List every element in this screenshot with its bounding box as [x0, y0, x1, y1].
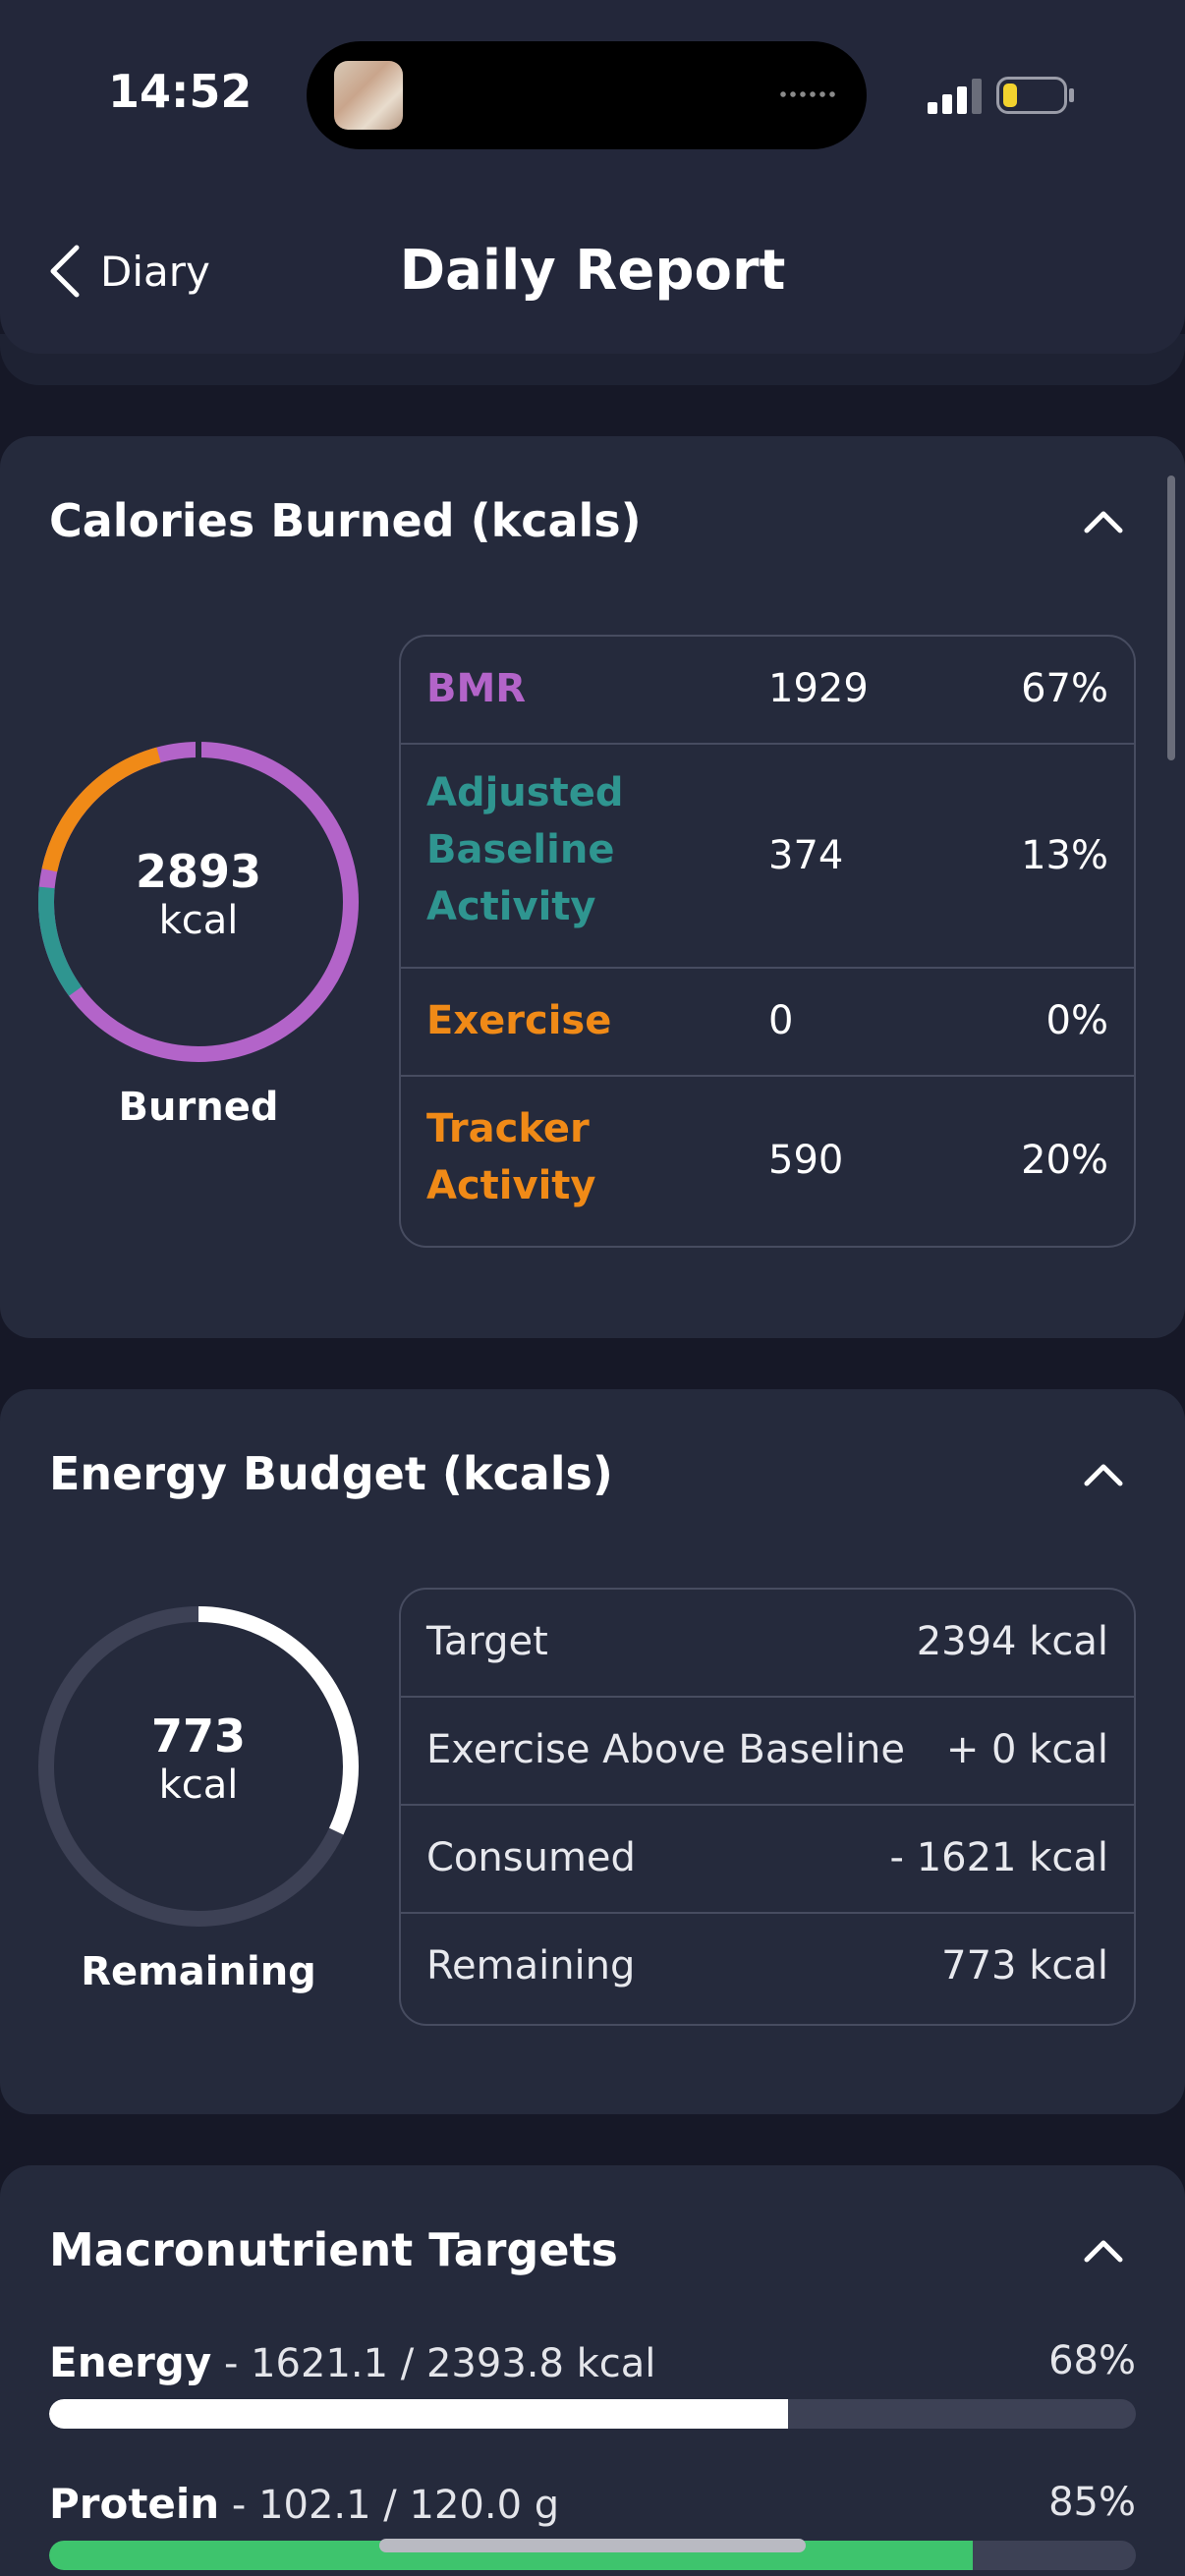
burned-donut — [37, 742, 359, 1063]
dynamic-island[interactable] — [307, 41, 867, 149]
home-indicator[interactable] — [379, 2539, 806, 2552]
energy-macro-name: Energy — [49, 2338, 212, 2386]
battery-nub — [1069, 88, 1074, 102]
target-amount: 2394 kcal — [916, 1619, 1108, 1664]
tracker-value: 590 — [768, 1138, 844, 1183]
table-row: Exercise 0 0% — [401, 969, 1134, 1077]
energy-budget-card: Energy Budget (kcals) 773 kcal Remaining… — [0, 1389, 1185, 2114]
remaining-amount: 773 kcal — [941, 1943, 1108, 1988]
exercise-label: Exercise — [426, 998, 612, 1043]
macronutrient-card: Macronutrient Targets Energy - 1621.1 / … — [0, 2165, 1185, 2576]
energy-progress-bar — [49, 2399, 1136, 2429]
consumed-label: Consumed — [426, 1835, 636, 1880]
protein-macro-name: Protein — [49, 2480, 220, 2528]
exercise-value: 0 — [768, 998, 794, 1043]
chevron-left-icon — [50, 245, 80, 298]
consumed-amount: - 1621 kcal — [889, 1835, 1108, 1880]
protein-macro-percent: 85% — [1048, 2480, 1136, 2525]
battery-icon — [996, 77, 1067, 114]
chevron-up-icon[interactable] — [1081, 2236, 1126, 2266]
energy-macro-line: Energy - 1621.1 / 2393.8 kcal 68% — [49, 2338, 1136, 2397]
table-row: BMR 1929 67% — [401, 637, 1134, 745]
exercise-baseline-label: Exercise Above Baseline — [426, 1727, 905, 1772]
remaining-caption: Remaining — [81, 1949, 316, 1994]
burned-ring: 2893 kcal Burned — [33, 737, 364, 1169]
back-label: Diary — [100, 247, 210, 296]
protein-macro-detail: - 102.1 / 120.0 g — [219, 2483, 560, 2528]
table-row: Exercise Above Baseline + 0 kcal — [401, 1698, 1134, 1806]
exercise-baseline-amount: + 0 kcal — [945, 1727, 1108, 1772]
chevron-up-icon[interactable] — [1081, 507, 1126, 536]
remaining-ring-center: 773 kcal — [33, 1709, 364, 1808]
table-row: Adjusted Baseline Activity 374 13% — [401, 745, 1134, 969]
remaining-donut — [38, 1606, 359, 1927]
header: 14:52 Diary Daily Report — [0, 0, 1185, 354]
calories-burned-card: Calories Burned (kcals) 2893 kcal Burned… — [0, 436, 1185, 1338]
status-time: 14:52 — [108, 65, 253, 118]
calories-burned-title: Calories Burned (kcals) — [49, 494, 642, 547]
tracker-label: Tracker Activity — [426, 1106, 596, 1208]
bmr-label: BMR — [426, 666, 527, 711]
table-row: Tracker Activity 590 20% — [401, 1077, 1134, 1246]
media-thumbnail[interactable] — [334, 61, 403, 130]
energy-macro-percent: 68% — [1048, 2338, 1136, 2383]
baseline-label: Adjusted Baseline Activity — [426, 770, 624, 929]
remaining-label: Remaining — [426, 1943, 636, 1988]
target-label: Target — [426, 1619, 548, 1664]
bmr-percent: 67% — [1021, 666, 1108, 711]
energy-macro-detail: - 1621.1 / 2393.8 kcal — [211, 2341, 656, 2386]
baseline-value: 374 — [768, 833, 844, 878]
tracker-percent: 20% — [1021, 1138, 1108, 1183]
audio-waveform-icon — [778, 90, 837, 98]
exercise-percent: 0% — [1045, 998, 1108, 1043]
signal-icon — [928, 77, 983, 114]
bmr-value: 1929 — [768, 666, 869, 711]
baseline-percent: 13% — [1021, 833, 1108, 878]
burned-caption: Burned — [118, 1085, 279, 1130]
remaining-unit: kcal — [158, 1763, 239, 1808]
protein-macro-line: Protein - 102.1 / 120.0 g 85% — [49, 2480, 1136, 2539]
table-row: Target 2394 kcal — [401, 1590, 1134, 1698]
energy-budget-title: Energy Budget (kcals) — [49, 1447, 613, 1500]
vertical-scrollbar[interactable] — [1167, 476, 1175, 760]
macronutrient-title: Macronutrient Targets — [49, 2223, 618, 2276]
burned-total: 2893 — [135, 845, 262, 898]
burned-unit: kcal — [158, 898, 239, 943]
energy-progress-fill — [49, 2399, 789, 2429]
page-title: Daily Report — [399, 239, 786, 303]
chevron-up-icon[interactable] — [1081, 1460, 1126, 1489]
budget-table: Target 2394 kcal Exercise Above Baseline… — [399, 1588, 1136, 2026]
back-button[interactable]: Diary — [47, 236, 210, 307]
remaining-ring: 773 kcal Remaining — [33, 1601, 364, 2034]
burned-table: BMR 1929 67% Adjusted Baseline Activity … — [399, 635, 1136, 1248]
table-row: Remaining 773 kcal — [401, 1914, 1134, 2024]
burned-ring-center: 2893 kcal — [33, 845, 364, 943]
remaining-total: 773 — [150, 1709, 247, 1763]
table-row: Consumed - 1621 kcal — [401, 1806, 1134, 1914]
